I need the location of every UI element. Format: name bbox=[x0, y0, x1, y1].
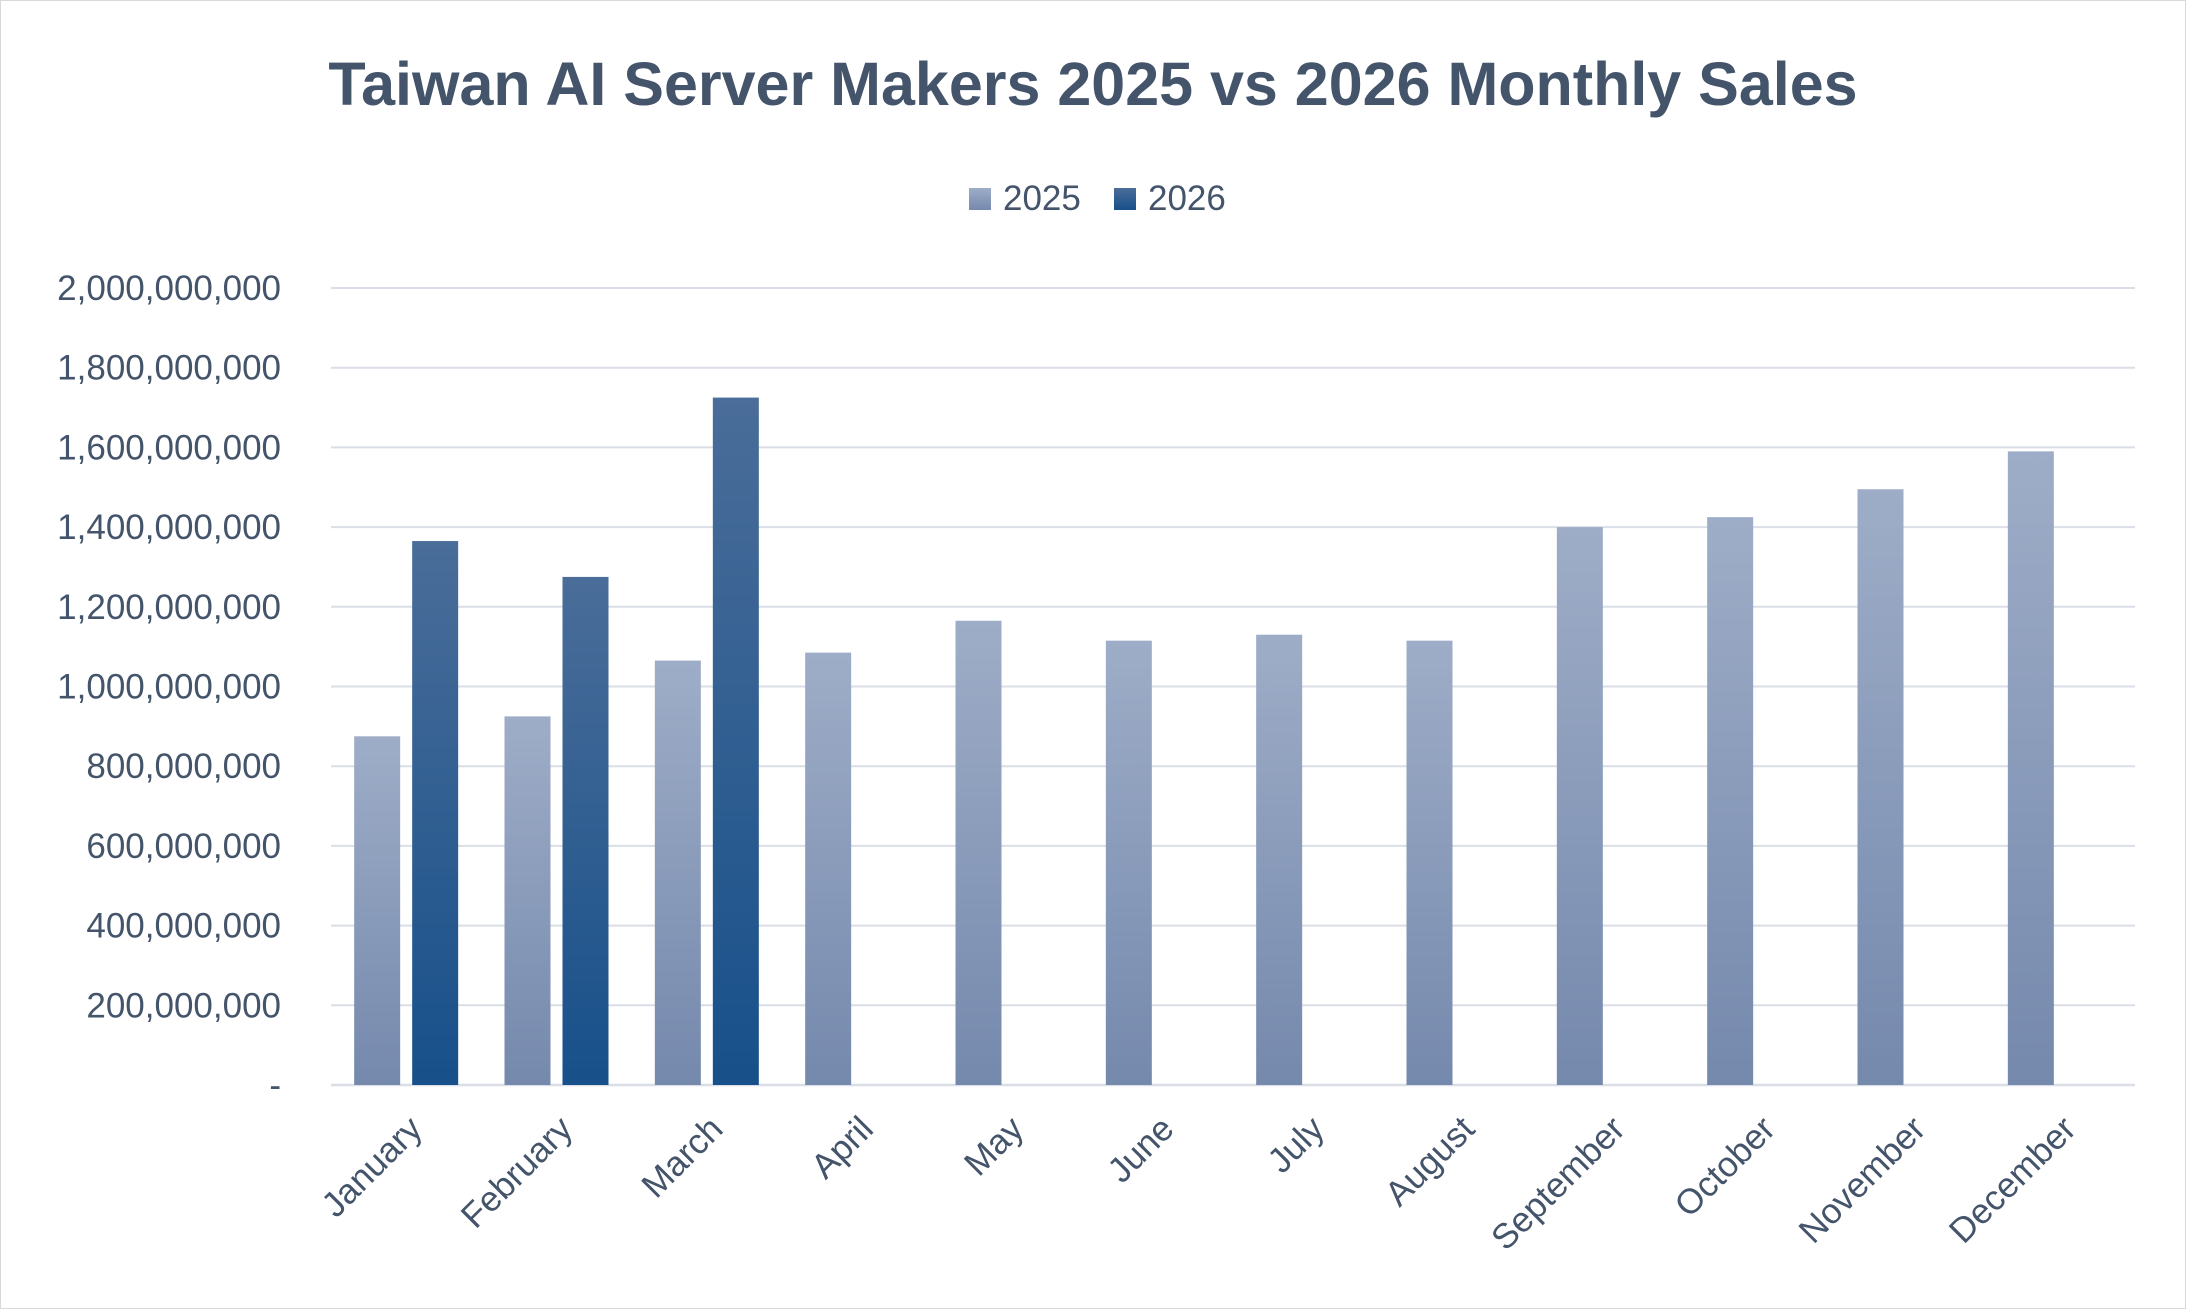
x-tick-label: November bbox=[1791, 1109, 1933, 1251]
x-tick-label: February bbox=[454, 1109, 581, 1236]
x-tick-label: June bbox=[1100, 1109, 1181, 1190]
legend: 2025 2026 bbox=[969, 179, 1226, 218]
x-tick-label: December bbox=[1942, 1109, 2084, 1251]
legend-swatch-2026 bbox=[1114, 188, 1136, 210]
bar-2025-july bbox=[1256, 634, 1303, 1085]
bar-2025-june bbox=[1105, 640, 1152, 1085]
x-tick-label: July bbox=[1260, 1109, 1332, 1181]
y-tick-label: 2,000,000,000 bbox=[57, 269, 281, 308]
y-tick-label: 1,000,000,000 bbox=[57, 668, 281, 707]
bar-2025-may bbox=[955, 620, 1002, 1085]
y-tick-label: 1,400,000,000 bbox=[57, 508, 281, 547]
y-tick-label: 400,000,000 bbox=[86, 907, 281, 946]
legend-swatch-2025 bbox=[969, 188, 991, 210]
bar-2025-february bbox=[504, 716, 551, 1085]
x-tick-label: October bbox=[1667, 1109, 1783, 1225]
bar-2025-november bbox=[1857, 489, 1904, 1085]
y-tick-label: 1,200,000,000 bbox=[57, 588, 281, 627]
y-tick-label: 1,800,000,000 bbox=[57, 349, 281, 388]
gridlines bbox=[331, 287, 2135, 1087]
x-tick-label: May bbox=[957, 1109, 1032, 1184]
y-tick-label: 1,600,000,000 bbox=[57, 428, 281, 467]
bar-2025-october bbox=[1707, 517, 1754, 1085]
y-tick-label: 600,000,000 bbox=[86, 827, 281, 866]
x-tick-label: January bbox=[314, 1109, 430, 1225]
bar-2025-august bbox=[1406, 640, 1453, 1085]
x-axis-labels: January February March April May June July Augu… bbox=[314, 1109, 2084, 1258]
x-tick-label: March bbox=[634, 1109, 730, 1205]
bar-2026-march bbox=[712, 397, 759, 1085]
bar-2026-january bbox=[412, 541, 459, 1085]
x-tick-label: September bbox=[1484, 1109, 1633, 1258]
bar-2025-december bbox=[2007, 451, 2054, 1085]
bar-2025-march bbox=[654, 660, 701, 1085]
bars bbox=[354, 397, 2054, 1085]
legend-label: 2025 bbox=[1003, 179, 1081, 218]
y-tick-label: - bbox=[269, 1066, 281, 1105]
bar-2025-april bbox=[805, 652, 852, 1085]
x-tick-label: April bbox=[804, 1109, 881, 1186]
bar-2026-february bbox=[562, 576, 609, 1085]
bar-2025-september bbox=[1556, 527, 1603, 1085]
legend-label: 2026 bbox=[1148, 179, 1226, 218]
x-tick-label: August bbox=[1378, 1109, 1483, 1214]
bar-2025-january bbox=[354, 736, 401, 1085]
y-tick-label: 200,000,000 bbox=[86, 986, 281, 1025]
y-axis-ticks: - 200,000,000 400,000,000 600,000,000 800,00… bbox=[57, 269, 281, 1105]
y-tick-label: 800,000,000 bbox=[86, 747, 281, 786]
chart-title: Taiwan AI Server Makers 2025 vs 2026 Mon… bbox=[328, 50, 1857, 118]
